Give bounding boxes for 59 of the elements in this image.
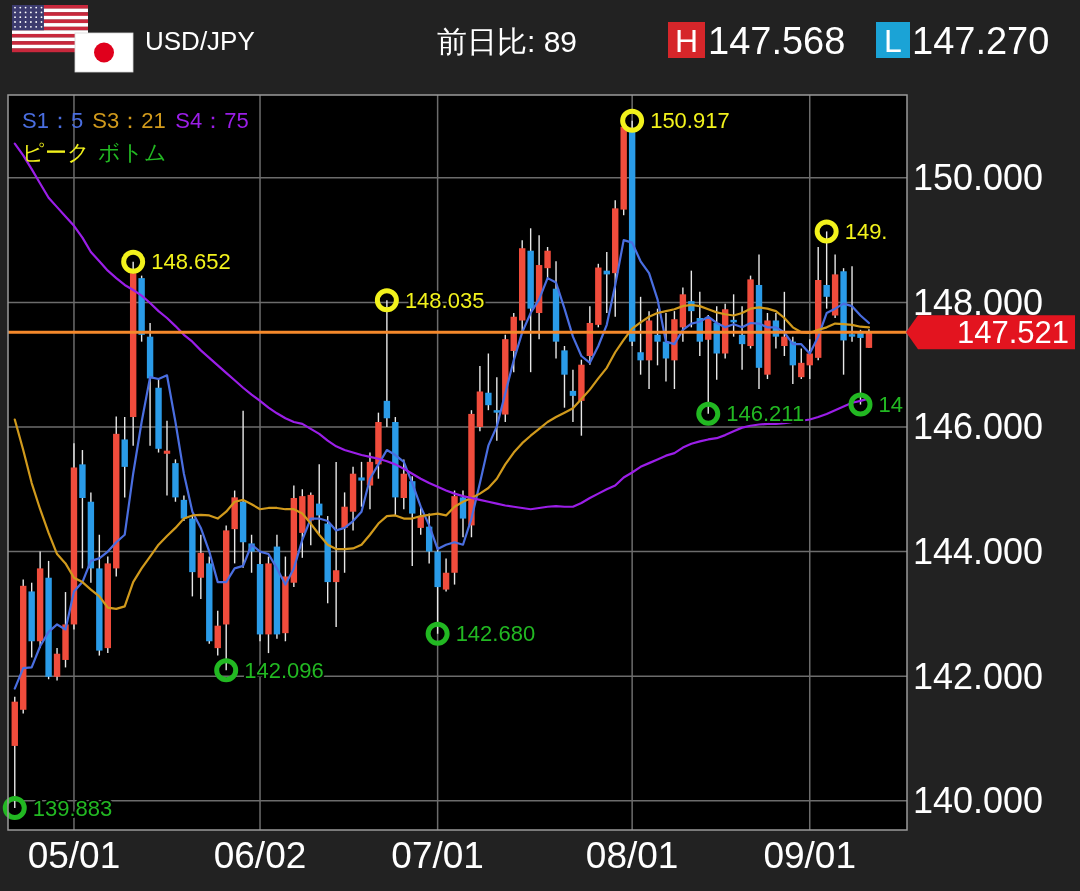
point bbox=[121, 249, 146, 274]
text: 前日比: 89 bbox=[437, 24, 578, 58]
data-label: 149. bbox=[844, 218, 888, 244]
text: S1：5 bbox=[22, 107, 84, 133]
y-tick-label: 142.000 bbox=[913, 655, 1044, 697]
point bbox=[374, 288, 399, 313]
text: S4：75 bbox=[175, 107, 249, 133]
candlestick bbox=[332, 461, 340, 628]
candlestick bbox=[214, 610, 221, 657]
y-tick-label: 146.000 bbox=[913, 406, 1044, 448]
data-label: 148.652 bbox=[151, 249, 231, 275]
x-tick-label: 09/01 bbox=[763, 834, 857, 876]
point bbox=[2, 796, 27, 821]
point bbox=[425, 621, 450, 646]
point bbox=[214, 658, 239, 683]
text: ピーク bbox=[22, 139, 90, 165]
x-tick-label: 06/02 bbox=[213, 834, 307, 876]
text: L bbox=[884, 23, 902, 59]
candlestick bbox=[798, 347, 805, 380]
candlestick bbox=[637, 296, 644, 376]
x-tick-label: 08/01 bbox=[585, 834, 679, 876]
text: ボトム bbox=[98, 139, 167, 165]
data-label: 148.035 bbox=[404, 287, 485, 313]
line-series bbox=[13, 239, 871, 690]
text: H bbox=[674, 23, 699, 59]
point bbox=[848, 392, 873, 417]
data-label: 139.883 bbox=[32, 795, 113, 821]
data-label: 150.917 bbox=[650, 108, 730, 134]
point bbox=[620, 108, 645, 133]
x-tick-label: 05/01 bbox=[27, 834, 121, 876]
candlestick bbox=[341, 491, 348, 574]
y-tick-label: 140.000 bbox=[913, 780, 1044, 822]
data-label: 146.211 bbox=[726, 401, 805, 427]
text: 147.270 bbox=[912, 20, 1050, 62]
candlestick bbox=[544, 246, 551, 279]
point bbox=[814, 219, 839, 244]
candlestick bbox=[654, 307, 661, 367]
candlestick bbox=[738, 305, 746, 371]
candlestick bbox=[848, 265, 856, 343]
text: 147.568 bbox=[708, 20, 846, 62]
candlestick bbox=[781, 291, 788, 357]
text: 14 bbox=[878, 392, 903, 418]
point bbox=[696, 401, 721, 426]
y-tick-label: 144.000 bbox=[913, 531, 1044, 573]
text: S3：21 bbox=[92, 107, 166, 133]
candlestick bbox=[163, 420, 171, 497]
candlestick bbox=[569, 368, 577, 423]
candlestick bbox=[493, 376, 501, 442]
candlestick bbox=[383, 299, 391, 428]
candlestick bbox=[823, 230, 830, 310]
data-label: 142.680 bbox=[455, 621, 536, 647]
text: 147.521 bbox=[956, 314, 1069, 350]
chart-title: USD/JPY bbox=[145, 26, 255, 56]
candlestick bbox=[485, 352, 492, 411]
candlestick bbox=[53, 647, 61, 682]
candlestick bbox=[442, 557, 450, 593]
y-tick-label: 150.000 bbox=[913, 157, 1044, 199]
x-tick-label: 07/01 bbox=[391, 834, 484, 876]
candlestick bbox=[358, 461, 365, 508]
